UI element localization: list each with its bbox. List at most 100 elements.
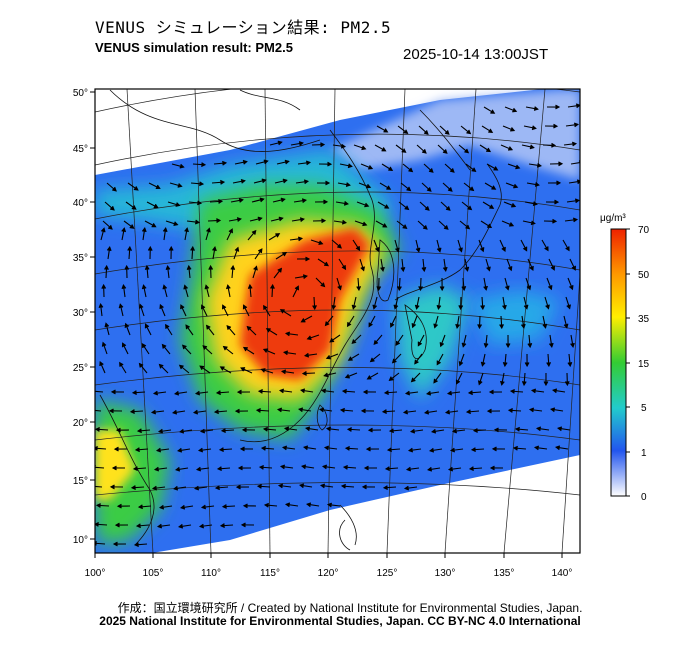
colorbar-tick: 35 [638,314,650,325]
colorbar-tick: 50 [638,270,650,281]
wind-arrowhead [500,380,505,386]
wind-arrowhead [178,364,184,370]
wind-arrowhead [220,179,226,185]
wind-arrowhead [226,284,231,290]
lat-label: 25° [73,363,88,374]
wind-arrowhead [366,375,372,380]
wind-arrowhead [410,377,416,383]
wind-arrowhead [238,198,244,203]
wind-arrowhead [464,266,470,272]
wind-arrowhead [483,285,488,291]
wind-arrowhead [236,389,242,395]
wind-arrowhead [177,523,184,529]
wind-arrowhead [299,217,305,222]
wind-arrowhead [283,426,290,432]
wind-arrowhead [523,304,529,310]
wind-arrowhead [436,304,442,311]
wind-arrowhead [262,426,268,432]
wind-arrowhead [326,502,333,508]
wind-arrowhead [486,408,492,414]
wind-arrowhead [395,340,401,346]
wind-arrow [570,162,580,165]
wind-arrowhead [491,446,497,452]
wind-arrowhead [282,251,288,257]
wind-arrowhead [327,161,333,167]
wind-arrowhead [305,160,312,166]
wind-arrowhead [247,283,253,289]
wind-arrowhead [300,388,306,394]
wind-arrowhead [510,127,516,132]
wind-arrowhead [121,283,127,290]
wind-arrowhead [366,183,372,189]
wind-arrowhead [114,522,120,528]
wind-arrowhead [493,166,499,171]
lon-label: 115° [260,568,280,579]
wind-arrowhead [240,522,246,528]
wind-arrowhead [362,221,368,227]
wind-arrowhead [179,504,186,510]
lat-label: 50° [73,88,88,99]
wind-arrowhead [341,219,348,225]
wind-arrowhead [258,248,263,254]
wind-arrowhead [376,286,382,292]
wind-arrowhead [277,483,284,489]
credit-line-1: 作成：国立環境研究所 / Created by National Institu… [117,601,583,615]
wind-arrowhead [242,304,248,310]
wind-arrowhead [507,146,514,151]
wind-arrowhead [165,264,171,270]
wind-arrowhead [95,427,100,432]
wind-arrowhead [490,109,496,114]
wind-arrowhead [511,203,517,208]
wind-arrowhead [184,227,189,233]
wind-arrowhead [277,140,283,146]
wind-arrowhead [177,183,183,188]
wind-arrowhead [201,162,207,168]
wind-arrowhead [321,218,327,224]
lat-label: 10° [73,535,88,546]
wind-arrowhead [131,390,137,396]
wind-arrowhead [479,247,485,253]
wind-arrowhead [276,407,283,413]
wind-arrowhead [464,148,470,154]
wind-arrowhead [202,345,208,350]
wind-arrowhead [564,381,570,387]
wind-arrowhead [111,465,117,471]
wind-arrowhead [414,359,419,365]
lat-label: 45° [73,144,88,155]
wind-arrowhead [260,368,266,373]
wind-arrowhead [216,218,222,223]
wind-arrowhead [423,409,430,415]
colorbar-tick: 70 [638,225,650,236]
lon-label: 125° [377,568,398,579]
wind-arrowhead [439,342,445,348]
wind-arrowhead [571,141,578,147]
wind-arrowhead [403,129,409,135]
wind-arrowhead [99,360,104,367]
wind-arrowhead [177,447,183,453]
wind-arrowhead [558,161,564,167]
wind-arrowhead [340,143,347,149]
wind-arrowhead [204,284,210,290]
wind-arrowhead [351,339,357,345]
wind-arrowhead [157,428,164,434]
wind-arrowhead [404,205,410,211]
wind-arrowhead [408,167,414,173]
wind-arrowhead [221,504,227,509]
wind-arrowhead [552,388,558,394]
wind-arrowhead [218,447,224,453]
wind-arrowhead [375,247,380,253]
wind-arrowhead [388,428,394,434]
wind-arrowhead [556,180,562,186]
wind-arrowhead [469,186,475,192]
pm25-concentration-field [95,89,580,553]
wind-arrowhead [509,222,515,227]
wind-arrowhead [545,304,550,310]
wind-arrowhead [386,185,392,190]
wind-arrowhead [319,483,326,489]
wind-arrowhead [144,323,150,329]
wind-arrowhead [186,264,192,270]
wind-arrowhead [147,245,153,251]
wind-arrowhead [347,163,353,169]
wind-arrowhead [263,159,269,165]
wind-arrowhead [277,267,283,273]
